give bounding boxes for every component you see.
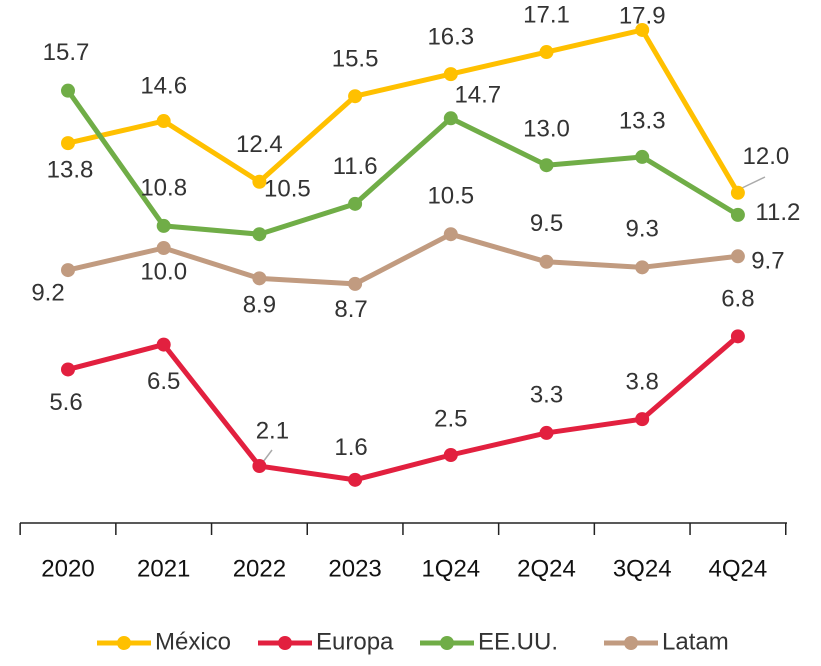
data-point bbox=[61, 136, 75, 151]
data-label: 13.8 bbox=[47, 156, 94, 183]
data-point bbox=[156, 241, 171, 255]
data-point bbox=[348, 89, 363, 104]
data-point bbox=[539, 45, 554, 60]
data-point bbox=[539, 158, 554, 173]
data-label: 9.5 bbox=[530, 210, 563, 237]
data-point bbox=[156, 337, 171, 352]
data-label: 17.1 bbox=[523, 1, 570, 28]
data-point bbox=[730, 249, 745, 264]
legend-label: EE.UU. bbox=[478, 628, 558, 655]
data-label: 6.8 bbox=[721, 286, 754, 313]
series-line bbox=[67, 27, 741, 195]
data-label: 2.1 bbox=[256, 417, 289, 444]
legend-marker bbox=[278, 636, 292, 650]
data-point bbox=[252, 459, 267, 474]
data-point bbox=[61, 263, 75, 278]
legend-label: Europa bbox=[316, 628, 394, 655]
x-tick-label: 2023 bbox=[328, 555, 381, 582]
data-point bbox=[252, 174, 267, 189]
legend-marker bbox=[117, 636, 131, 650]
x-tick-label: 3Q24 bbox=[613, 555, 672, 582]
legend-marker bbox=[440, 636, 454, 650]
data-point bbox=[348, 276, 363, 291]
x-tick-label: 1Q24 bbox=[421, 555, 480, 582]
data-label: 10.8 bbox=[140, 174, 187, 201]
data-point bbox=[252, 271, 267, 286]
data-label: 12.4 bbox=[236, 131, 283, 158]
data-point bbox=[730, 207, 745, 222]
data-point bbox=[635, 260, 650, 275]
data-point bbox=[443, 67, 458, 82]
data-point bbox=[730, 185, 745, 200]
data-label: 8.7 bbox=[334, 296, 367, 323]
data-point bbox=[156, 218, 171, 233]
x-tick-label: 4Q24 bbox=[709, 555, 768, 582]
data-label: 9.2 bbox=[31, 279, 64, 306]
data-point bbox=[443, 448, 458, 462]
data-point bbox=[443, 227, 458, 242]
data-point bbox=[252, 227, 267, 242]
legend-label: México bbox=[155, 628, 231, 655]
data-label: 13.3 bbox=[619, 107, 666, 134]
x-tick-label: 2022 bbox=[233, 555, 286, 582]
data-point bbox=[635, 22, 650, 37]
data-label: 1.6 bbox=[334, 434, 367, 461]
data-point bbox=[348, 196, 363, 211]
data-label: 13.0 bbox=[523, 116, 570, 143]
data-point bbox=[348, 472, 363, 487]
legend-label: Latam bbox=[662, 628, 729, 655]
legend-marker bbox=[624, 636, 638, 650]
data-label: 10.5 bbox=[264, 176, 311, 203]
data-label: 5.6 bbox=[49, 389, 82, 416]
data-label: 16.3 bbox=[427, 23, 474, 50]
x-tick-label: 2021 bbox=[137, 555, 190, 582]
x-tick-label: 2Q24 bbox=[517, 555, 576, 582]
data-point bbox=[635, 149, 650, 164]
data-point bbox=[443, 111, 458, 126]
x-tick-label: 2020 bbox=[41, 555, 94, 582]
data-point bbox=[61, 83, 75, 98]
data-point bbox=[730, 329, 745, 344]
data-label: 15.7 bbox=[43, 39, 90, 66]
data-label: 9.3 bbox=[626, 216, 659, 243]
data-label: 6.5 bbox=[147, 368, 180, 395]
series-line bbox=[65, 89, 740, 237]
data-point bbox=[635, 412, 650, 427]
data-label: 14.7 bbox=[454, 82, 501, 109]
data-label: 14.6 bbox=[140, 72, 187, 99]
series-line bbox=[67, 231, 739, 287]
leader-line bbox=[262, 449, 273, 463]
series-line bbox=[67, 334, 740, 483]
data-label: 10.5 bbox=[427, 183, 474, 210]
data-point bbox=[156, 114, 171, 129]
data-label: 3.3 bbox=[530, 381, 563, 408]
data-label: 17.9 bbox=[619, 2, 666, 29]
data-label: 11.2 bbox=[755, 199, 800, 226]
data-label: 9.7 bbox=[751, 248, 784, 275]
data-label: 8.9 bbox=[243, 292, 276, 319]
data-point bbox=[61, 362, 75, 377]
leader-line bbox=[741, 176, 766, 189]
data-label: 10.0 bbox=[140, 258, 187, 285]
data-point bbox=[539, 254, 554, 269]
data-label: 11.6 bbox=[333, 153, 378, 180]
data-label: 3.8 bbox=[626, 368, 659, 395]
data-label: 15.5 bbox=[332, 46, 379, 73]
data-label: 2.5 bbox=[434, 405, 467, 432]
data-point bbox=[539, 425, 554, 440]
data-label: 12.0 bbox=[743, 143, 790, 170]
